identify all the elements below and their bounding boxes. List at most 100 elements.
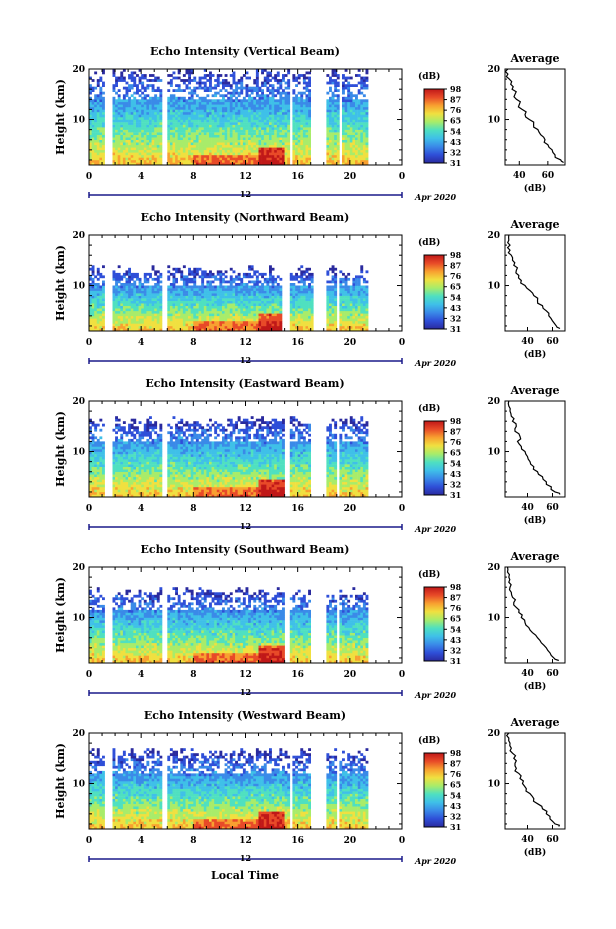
heatmap-cell [175,308,178,312]
heatmap-cell [89,147,92,151]
heatmap-cell [235,109,238,113]
heatmap-cell [269,290,272,294]
heatmap-cell [214,295,218,299]
heatmap-cell [305,142,309,146]
heatmap-cell [362,159,366,163]
heatmap-cell [305,320,309,324]
heatmap-cell [305,99,309,103]
heatmap-cell [138,283,142,286]
heatmap-cell [352,149,356,153]
heatmap-cell [151,137,155,140]
heatmap-cell [193,117,197,120]
heatmap-cell [180,315,184,319]
heatmap-cell [117,96,121,100]
heatmap-cell [274,325,278,329]
heatmap-cell [355,99,358,103]
heatmap-cell [190,122,194,125]
heatmap-cell [235,275,238,279]
heatmap-cell [102,149,105,153]
heatmap-cell [276,310,280,314]
heatmap-cell [117,305,121,309]
heatmap-cell [292,117,296,120]
heatmap-cell [222,86,225,90]
heatmap-cell [201,270,205,274]
heatmap-cell [302,300,306,304]
heatmap-cell [94,96,98,100]
heatmap-cell [128,86,131,90]
heatmap-cell [365,162,369,166]
heatmap-cell [347,305,351,309]
heatmap-cell [185,298,189,301]
heatmap-cell [334,328,338,332]
heatmap-cell [229,134,233,138]
heatmap-cell [138,280,142,284]
heatmap-cell [203,300,207,304]
heatmap-cell [248,162,251,166]
heatmap-cell [242,157,246,161]
heatmap-cell [180,127,184,130]
heatmap-cell [146,293,150,296]
heatmap-cell [102,124,105,128]
heatmap-cell [201,147,205,151]
heatmap-cell [151,159,155,163]
heatmap-cell [182,142,186,146]
heatmap-cell [255,111,259,115]
heatmap-cell [188,267,191,271]
heatmap-cell [203,117,207,120]
heatmap-cell [195,122,199,125]
heatmap-cell [355,127,358,130]
heatmap-cell [263,69,267,72]
heatmap-cell [182,290,186,294]
heatmap-cell [357,74,361,77]
heatmap-cell [248,285,251,289]
heatmap-cell [362,81,366,85]
heatmap-cell [136,325,139,329]
heatmap-cell [344,275,348,279]
heatmap-cell [122,119,126,123]
heatmap-cell [334,290,338,294]
heatmap-cell [188,147,191,151]
heatmap-cell [365,147,369,151]
heatmap-cell [136,320,139,324]
heatmap-cell [214,79,218,82]
heatmap-cell [130,328,134,332]
heatmap-cell [177,99,181,103]
heatmap-cell [349,84,353,87]
heatmap-cell [112,323,116,327]
heatmap-cell [117,132,121,135]
heatmap-cell [357,159,361,163]
heatmap-cell [261,144,264,148]
heatmap-cell [172,104,176,108]
heatmap-cell [203,134,207,138]
heatmap-cell [130,119,134,123]
heatmap-cell [117,290,121,294]
heatmap-cell [156,89,160,92]
heatmap-cell [177,300,181,304]
heatmap-cell [365,117,369,120]
heatmap-cell [292,147,296,151]
heatmap-cell [193,290,197,294]
heatmap-cell [235,283,238,286]
heatmap-cell [143,117,147,120]
heatmap-cell [308,142,311,146]
heatmap-cell [190,300,194,304]
heatmap-cell [287,134,291,138]
heatmap-cell [248,106,251,110]
heatmap-cell [326,101,330,105]
heatmap-cell [271,129,275,133]
heatmap-cell [229,99,233,103]
heatmap-cell [219,288,223,291]
heatmap-cell [167,104,171,108]
heatmap-cell [133,290,137,294]
heatmap-cell [331,295,335,299]
heatmap-cell [334,109,338,113]
heatmap-cell [138,144,142,148]
heatmap-cell [203,86,207,90]
heatmap-cell [242,134,246,138]
heatmap-cell [344,117,348,120]
heatmap-cell [274,124,278,128]
heatmap-cell [222,96,225,100]
heatmap-cell [329,295,332,299]
heatmap-cell [222,111,225,115]
heatmap-cell [136,298,139,301]
